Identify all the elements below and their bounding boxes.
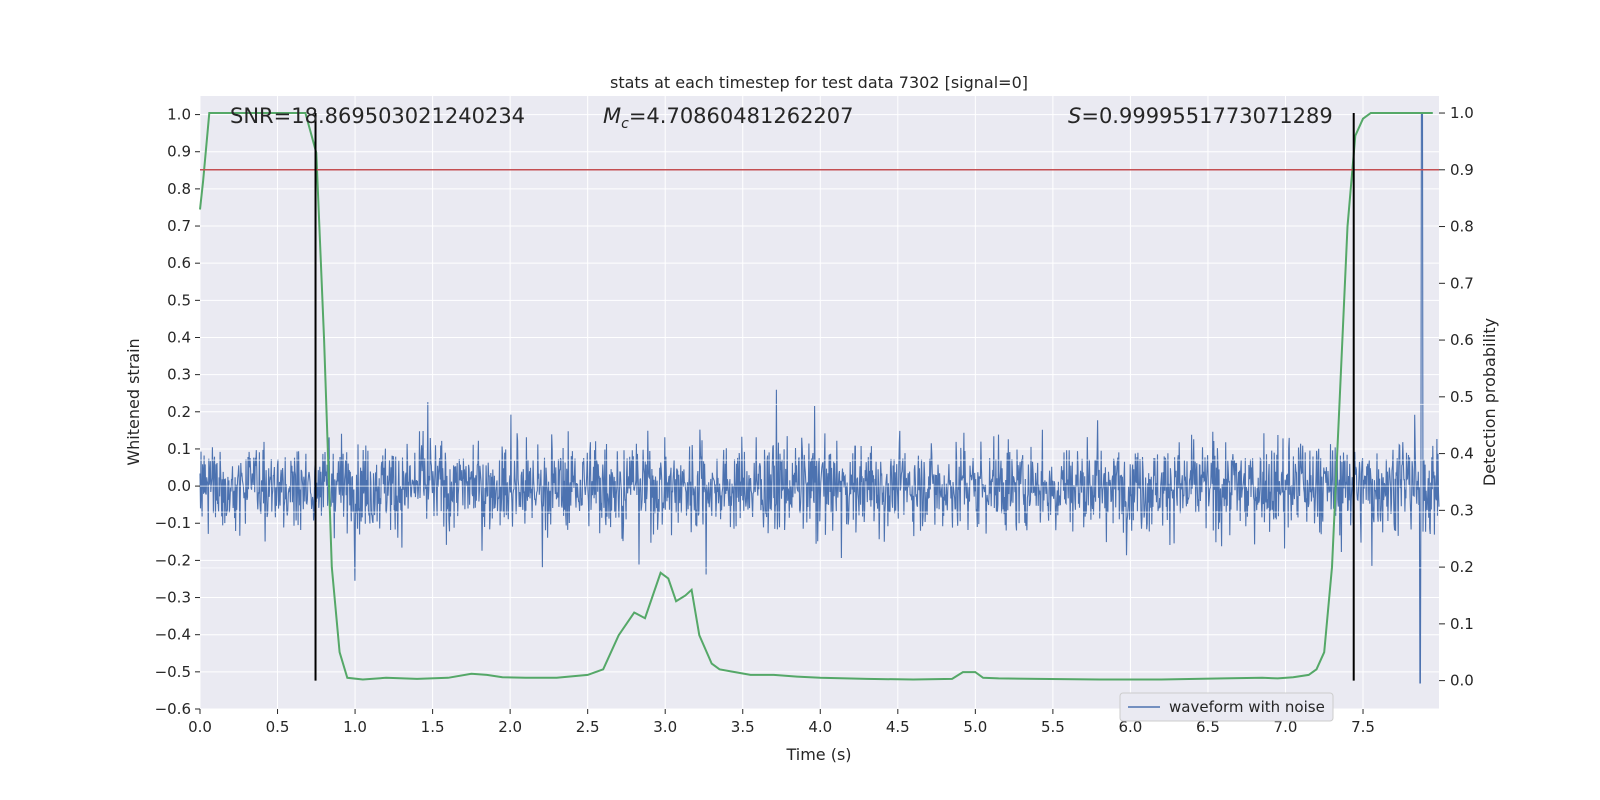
y-tick-label: 0.1 [167,440,191,458]
y-tick-label: −0.1 [155,514,191,532]
score-annotation: S=0.9999551773071289 [1068,104,1333,128]
y2-tick-label: 0.2 [1450,558,1474,576]
y-tick-label: −0.3 [155,589,191,607]
y-tick-label: 0.5 [167,291,191,309]
score-value: =0.9999551773071289 [1081,104,1332,128]
y2-axis-ticks: 1.0 0.9 0.8 0.7 0.6 0.5 0.4 0.3 0.2 0.1 0.0 [1439,104,1474,690]
y-axis-label: Whitened strain [124,338,143,465]
x-tick-label: 5.0 [963,718,987,736]
x-tick-label: 1.5 [421,718,445,736]
x-tick-label: 4.0 [808,718,832,736]
y2-tick-label: 0.9 [1450,161,1474,179]
x-tick-label: 7.0 [1274,718,1298,736]
y-tick-label: 1.0 [167,106,191,124]
x-tick-label: 6.0 [1118,718,1142,736]
reference-lines [200,113,1439,681]
y-tick-label: −0.4 [155,626,191,644]
chirp-mass-subscript: c [621,116,629,132]
x-tick-label: 6.5 [1196,718,1220,736]
y2-tick-label: 0.4 [1450,445,1474,463]
legend: waveform with noise [1119,692,1334,722]
chart-title: stats at each timestep for test data 730… [610,73,1028,92]
plot-area [200,96,1439,709]
x-axis-label: Time (s) [785,745,851,764]
waveform-series [199,114,1440,684]
y-tick-label: 0.4 [167,328,191,346]
y-tick-label: −0.5 [155,663,191,681]
x-tick-label: 2.5 [576,718,600,736]
snr-annotation: SNR=18.869503021240234 [230,104,525,128]
y2-tick-label: 0.0 [1450,672,1474,690]
x-tick-label: 3.5 [731,718,755,736]
y2-tick-label: 0.7 [1450,274,1474,292]
y-tick-label: 0.7 [167,217,191,235]
y2-axis-label: Detection probability [1480,318,1499,486]
chirp-mass-annotation: Mc=4.70860481262207 [603,104,854,132]
y-tick-label: 0.2 [167,403,191,421]
y-tick-label: 0.3 [167,366,191,384]
grid [199,96,1439,710]
y-tick-label: 0.8 [167,180,191,198]
legend-label: waveform with noise [1169,698,1325,716]
y2-tick-label: 0.3 [1450,501,1474,519]
y-tick-label: 0.9 [167,143,191,161]
chirp-mass-symbol: M [603,104,621,128]
y2-tick-label: 0.6 [1450,331,1474,349]
probability-series [199,112,1433,681]
probability-line [199,112,1433,681]
x-tick-label: 2.0 [498,718,522,736]
y-tick-label: −0.6 [155,700,191,718]
x-tick-label: 4.5 [886,718,910,736]
chirp-mass-value: =4.70860481262207 [629,104,854,128]
x-tick-label: 5.5 [1041,718,1065,736]
y2-tick-label: 0.8 [1450,218,1474,236]
x-tick-label: 3.0 [653,718,677,736]
y-tick-label: 0.0 [167,477,191,495]
y2-tick-label: 0.1 [1450,615,1474,633]
y2-tick-label: 1.0 [1450,104,1474,122]
x-tick-label: 0.5 [266,718,290,736]
y-tick-label: −0.2 [155,551,191,569]
y-tick-label: 0.6 [167,254,191,272]
y-axis-ticks: 1.0 0.9 0.8 0.7 0.6 0.5 0.4 0.3 0.2 0.1 0.0 −0.1 −0.… [155,106,200,718]
legend-box [1119,692,1334,722]
x-tick-label: 0.0 [188,718,212,736]
x-tick-label: 7.5 [1351,718,1375,736]
y2-tick-label: 0.5 [1450,388,1474,406]
x-axis-ticks: 0.0 0.5 1.0 1.5 2.0 2.5 3.0 3.5 4.0 4.5 5.0 5.5 6.0 6… [188,709,1375,736]
score-symbol: S [1068,104,1081,128]
x-tick-label: 1.0 [343,718,367,736]
